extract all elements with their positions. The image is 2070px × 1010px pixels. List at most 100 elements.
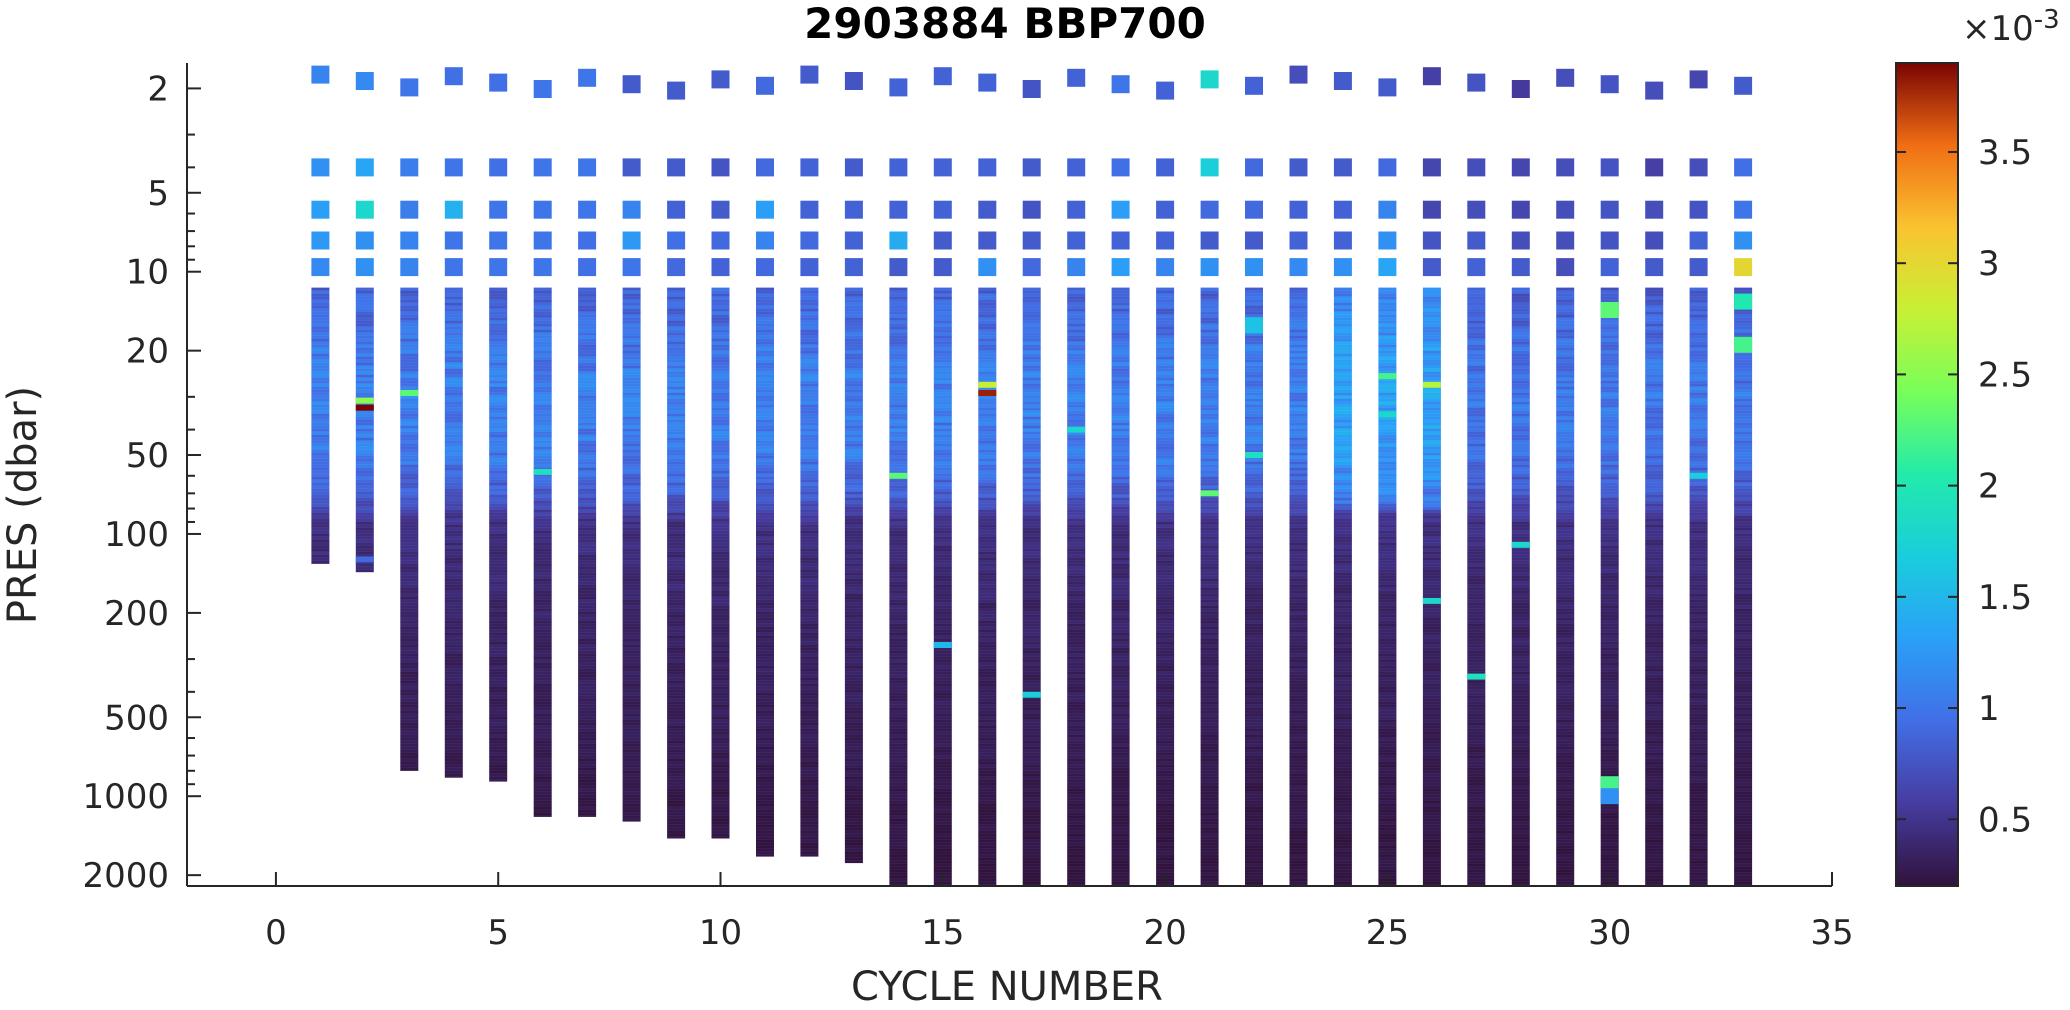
profile-cell [889, 440, 908, 444]
profile-cell [311, 326, 330, 330]
profile-cell [1422, 749, 1441, 753]
profile-cell [1156, 818, 1175, 822]
profile-cell [800, 590, 819, 594]
profile-cell [978, 593, 997, 597]
profile-cell [1333, 689, 1352, 693]
profile-cell [489, 692, 508, 696]
profile-cell [1378, 809, 1397, 813]
profile-cell [1067, 560, 1086, 564]
profile-cell [400, 425, 419, 429]
profile-cell [1111, 611, 1130, 615]
profile-cell [1422, 590, 1441, 594]
profile-cell [667, 674, 686, 678]
profile-cell [1422, 311, 1441, 315]
profile-cell [533, 500, 552, 504]
surface-sample-cell [1511, 158, 1530, 177]
profile-cell [1111, 368, 1130, 372]
profile-cell [1022, 869, 1041, 873]
profile-cell [800, 500, 819, 504]
profile-cell [1333, 329, 1352, 333]
profile-cell [1289, 494, 1308, 498]
profile-cell [667, 380, 686, 384]
profile-cell [1289, 800, 1308, 804]
profile-cell [622, 767, 641, 771]
profile-cell [756, 305, 774, 309]
profile-cell [489, 530, 508, 534]
profile-cell [800, 566, 819, 570]
profile-cell [978, 683, 997, 687]
profile-cell [622, 755, 641, 759]
profile-cell [1245, 863, 1263, 867]
profile-cell [1022, 752, 1041, 756]
profile-cell [1022, 590, 1041, 594]
profile-cell [1156, 608, 1175, 612]
profile-cell [444, 431, 463, 435]
profile-cell [578, 749, 597, 753]
profile-cell [311, 476, 330, 480]
profile-cell [444, 497, 463, 501]
profile-cell [667, 554, 686, 558]
profile-cell [1200, 410, 1219, 414]
profile-cell [711, 650, 730, 654]
surface-sample-cell [1289, 65, 1308, 84]
profile-cell [1156, 764, 1175, 768]
profile-cell [667, 671, 686, 675]
profile-cell [622, 782, 641, 786]
profile-cell [444, 587, 463, 591]
profile-cell [933, 503, 952, 507]
profile-cell [1111, 668, 1130, 672]
profile-cell [1333, 857, 1352, 861]
profile-cell [756, 611, 774, 615]
profile-cell [444, 323, 463, 327]
profile-cell [1245, 791, 1263, 795]
profile-cell [667, 329, 686, 333]
profile-cell [844, 524, 863, 528]
profile-cell [489, 386, 508, 390]
profile-cell [1200, 317, 1219, 321]
profile-cell [667, 410, 686, 414]
profile-cell [489, 317, 508, 321]
profile-cell [711, 521, 730, 525]
profile-cell [1378, 533, 1397, 537]
profile-cell [667, 374, 686, 378]
profile-cell [1289, 599, 1308, 603]
profile-cell [667, 815, 686, 819]
profile-cell [578, 812, 597, 816]
profile-cell [667, 332, 686, 336]
profile-cell [622, 710, 641, 714]
profile-cell [1289, 320, 1308, 324]
profile-cell [889, 659, 908, 663]
profile-cell [1111, 536, 1130, 540]
profile-cell [444, 674, 463, 678]
profile-cell [844, 416, 863, 420]
profile-cell [1200, 461, 1219, 465]
profile-cell [1378, 311, 1397, 315]
profile-cell [1245, 755, 1263, 759]
profile-cell [978, 413, 997, 417]
profile-cell [489, 323, 508, 327]
profile-cell [533, 362, 552, 366]
profile-cell [444, 668, 463, 672]
profile-cell [1333, 692, 1352, 696]
profile-cell [844, 536, 863, 540]
profile-cell [800, 416, 819, 420]
profile-cell [1200, 470, 1219, 474]
profile-cell [1111, 638, 1130, 642]
profile-cell [1067, 470, 1086, 474]
profile-cell [711, 482, 730, 486]
profile-cell [1333, 734, 1352, 738]
profile-cell [1245, 353, 1263, 357]
profile-cell [1156, 362, 1175, 366]
profile-cell [533, 389, 552, 393]
surface-sample-cell [756, 76, 774, 95]
profile-cell [1467, 341, 1486, 345]
profile-cell [756, 380, 774, 384]
profile-cell [1022, 323, 1041, 327]
profile-cell [489, 617, 508, 621]
profile-cell [1422, 632, 1441, 636]
profile-cell [489, 722, 508, 726]
profile-cell [1245, 656, 1263, 660]
profile-cell [1200, 620, 1219, 624]
profile-cell [667, 494, 686, 498]
profile-cell [933, 569, 952, 573]
